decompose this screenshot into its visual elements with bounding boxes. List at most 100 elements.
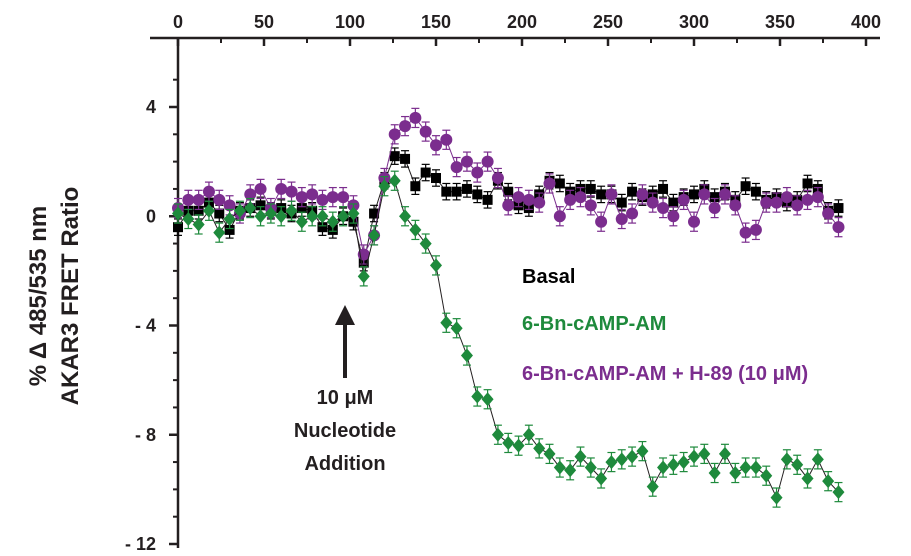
data-point-diamond [718,446,731,461]
data-point-circle [667,210,680,223]
data-point-circle [688,215,700,228]
annotation-line-2: Nucleotide [294,420,396,442]
data-point-circle [708,202,721,215]
data-point-square [802,178,813,189]
data-point-diamond [553,460,566,475]
data-point-square [193,205,204,216]
data-point-diamond [636,444,649,459]
data-point-diamond [471,389,484,404]
data-point-square [750,186,761,197]
x-tick-label: 300 [679,12,709,32]
data-point-square [451,186,462,197]
x-tick-label: 350 [765,12,795,32]
data-point-circle [223,199,236,212]
data-point-diamond [749,460,762,475]
data-point-circle [822,207,835,220]
data-point-diamond [264,206,277,221]
data-point-diamond [388,173,401,188]
data-point-diamond [378,179,391,194]
data-point-circle [574,191,587,204]
data-point-diamond [832,485,845,500]
data-point-circle [450,161,463,174]
data-point-circle [801,193,814,206]
data-point-diamond [657,460,670,475]
data-point-circle [543,177,556,190]
data-point-square [709,192,720,203]
data-point-circle [584,199,597,212]
data-point-diamond [543,446,556,461]
y-axis-label: % Δ 485/535 nm AKAR3 FRET Ratio [25,187,84,406]
data-point-diamond [202,203,215,218]
data-point-diamond [326,214,339,229]
data-point-circle [285,185,298,198]
data-point-diamond [512,438,525,453]
data-point-diamond [708,465,721,480]
data-point-circle [306,188,319,201]
data-point-diamond [533,441,546,456]
annotation-line-3: Addition [304,453,385,475]
legend-6-bn-camp-am: 6-Bn-cAMP-AM [522,313,666,335]
data-point-square [740,181,751,192]
data-point-diamond [254,209,267,224]
data-point-diamond [760,468,773,483]
data-point-diamond [368,228,381,243]
data-point-diamond [502,435,515,450]
data-point-diamond [770,490,783,505]
data-point-diamond [419,236,432,251]
data-point-square [441,186,452,197]
data-point-diamond [450,321,463,336]
data-point-square [461,183,472,194]
data-point-square [472,189,483,200]
data-point-diamond [646,479,659,494]
data-point-square [431,173,441,184]
data-point-diamond [801,471,814,486]
data-point-diamond [791,457,804,472]
data-point-diamond [574,449,587,464]
data-point-diamond [399,209,412,224]
data-point-diamond [605,455,618,470]
annotation-layer: 10 μM Nucleotide Addition [294,305,396,475]
data-point-circle [192,193,205,206]
data-point-circle [698,188,711,201]
data-point-diamond [667,457,680,472]
data-point-diamond [223,211,236,226]
data-point-circle [636,188,649,201]
data-point-diamond [811,452,824,467]
data-point-square [482,194,493,205]
data-point-diamond [595,471,608,486]
data-point-diamond [357,269,370,284]
data-point-circle [419,125,432,138]
data-point-diamond [698,446,711,461]
data-point-circle [295,191,308,204]
data-point-diamond [172,206,184,221]
data-point-circle [595,215,608,228]
data-point-diamond [688,449,700,464]
data-point-square [410,181,421,192]
data-point-circle [791,199,804,212]
annotation-line-1: 10 μM [317,387,374,409]
data-point-square [627,186,638,197]
x-tick-label: 400 [851,12,881,32]
data-point-diamond [615,452,628,467]
data-point-circle [430,139,442,152]
data-point-circle [460,155,473,168]
data-point-circle [316,193,329,206]
data-point-square [369,208,380,219]
data-point-diamond [780,452,793,467]
data-point-circle [564,193,577,206]
data-point-circle [491,172,504,185]
data-point-circle [615,212,628,225]
data-point-square [554,178,565,189]
data-point-circle [780,191,793,204]
y-tick-label: 4 [146,97,156,117]
data-point-diamond [564,463,577,478]
data-point-diamond [182,211,195,226]
data-point-square [658,183,669,194]
data-point-diamond [677,455,690,470]
data-point-circle [832,221,845,234]
data-point-square [224,224,235,235]
data-point-diamond [275,209,288,224]
data-point-square [833,203,844,214]
legend-6-bn-camp-am-h89: 6-Bn-cAMP-AM + H-89 (10 μM) [522,363,808,385]
